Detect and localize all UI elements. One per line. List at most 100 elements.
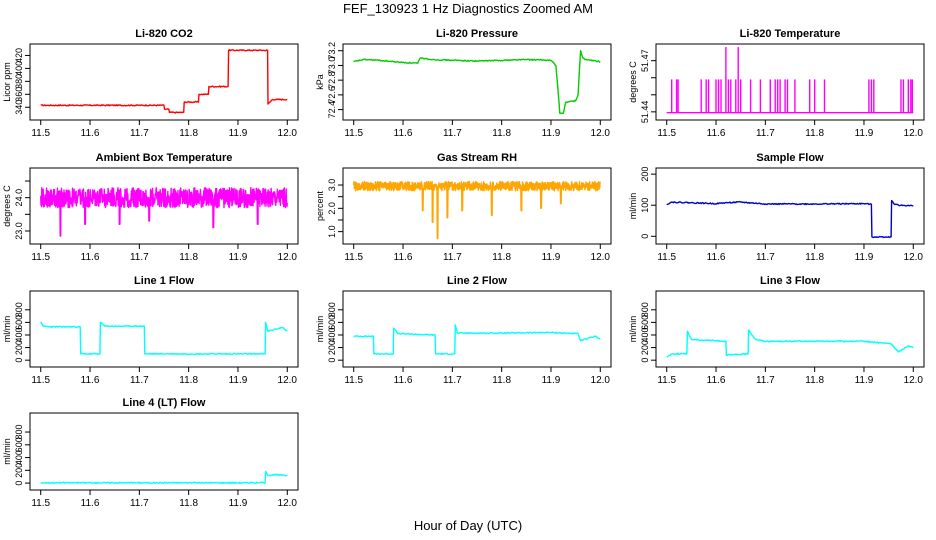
- y-tick-label: 600: [14, 315, 24, 330]
- x-tick-label: 11.8: [179, 375, 198, 386]
- y-tick-label: 420: [14, 48, 24, 63]
- x-tick-label: 11.8: [805, 252, 824, 263]
- panel-frame: [29, 290, 299, 368]
- x-axis-title: Hour of Day (UTC): [413, 518, 523, 533]
- x-tick-label: 11.6: [707, 252, 726, 263]
- x-tick-label: 11.5: [344, 375, 363, 386]
- series-line: [666, 329, 914, 358]
- x-tick-label: 11.9: [855, 252, 874, 263]
- series-line: [40, 49, 288, 114]
- x-tick-label: 11.5: [344, 252, 363, 263]
- x-tick-label: 12.0: [278, 128, 298, 139]
- series-line: [40, 470, 288, 484]
- y-tick-label: 0: [640, 234, 650, 239]
- y-tick-label: 200: [640, 340, 650, 355]
- y-tick-label: 72.8: [327, 71, 337, 89]
- panel-frame: [29, 167, 299, 245]
- y-tick-label: 1.0: [327, 225, 337, 238]
- x-tick-label: 11.9: [542, 128, 561, 139]
- x-tick-label: 11.8: [179, 128, 198, 139]
- panel-2: Li-820 Temperature degrees C 11.5 11.6 11.7 1…: [628, 28, 925, 139]
- panel-3: Ambient Box Temperature degrees C 11.5 11.6…: [2, 152, 299, 263]
- panel-frame: [29, 412, 299, 491]
- x-tick-label: 11.7: [130, 252, 149, 263]
- panel-title: Ambient Box Temperature: [96, 152, 233, 164]
- x-tick-label: 11.7: [130, 375, 149, 386]
- y-axis-label: degrees C: [2, 185, 12, 227]
- panel-title: Gas Stream RH: [437, 152, 517, 164]
- y-tick-label: 24.0: [14, 189, 24, 207]
- x-tick-label: 11.5: [31, 128, 50, 139]
- x-tick-label: 11.5: [344, 128, 363, 139]
- panel-4: Gas Stream RH percent 11.5 11.6 11.7 11.8 11.9…: [315, 152, 612, 263]
- x-tick-label: 11.7: [756, 252, 775, 263]
- panel-title: Line 3 Flow: [760, 275, 820, 287]
- y-axis-label: ml/min: [628, 316, 638, 343]
- y-axis-label: ml/min: [315, 316, 325, 343]
- x-tick-label: 11.9: [542, 252, 561, 263]
- y-tick-label: 3.0: [327, 179, 337, 192]
- figure-title: FEF_130923 1 Hz Diagnostics Zoomed AM: [342, 1, 593, 16]
- y-tick-label: 800: [327, 302, 337, 317]
- x-tick-label: 11.5: [657, 252, 676, 263]
- y-axis-label: ml/min: [2, 316, 12, 343]
- panel-frame: [655, 167, 925, 245]
- x-tick-label: 11.6: [81, 128, 100, 139]
- x-tick-label: 11.5: [657, 375, 676, 386]
- y-tick-label: 23.0: [14, 222, 24, 240]
- panel-frame: [342, 43, 612, 121]
- y-tick-label: 72.6: [327, 86, 337, 104]
- x-tick-label: 11.6: [394, 375, 413, 386]
- panel-6: Line 1 Flow ml/min 11.5 11.6 11.7 11.8 11.9 12.…: [2, 275, 299, 386]
- y-tick-label: 200: [640, 167, 650, 182]
- panel-title: Li-820 Pressure: [436, 28, 518, 40]
- y-tick-label: 600: [327, 315, 337, 330]
- y-tick-label: 0: [327, 358, 337, 363]
- y-tick-label: 400: [14, 450, 24, 465]
- y-tick-label: 0: [14, 481, 24, 486]
- x-tick-label: 11.9: [855, 128, 874, 139]
- y-tick-label: 400: [14, 61, 24, 76]
- y-tick-label: 340: [14, 100, 24, 115]
- x-tick-label: 12.0: [904, 252, 924, 263]
- x-tick-label: 11.6: [394, 128, 413, 139]
- series-line: [666, 47, 914, 114]
- x-tick-label: 11.9: [229, 128, 248, 139]
- x-tick-label: 11.5: [31, 252, 50, 263]
- x-tick-label: 11.5: [31, 498, 50, 509]
- y-tick-label: 0: [640, 358, 650, 363]
- y-tick-label: 200: [14, 463, 24, 478]
- x-tick-label: 12.0: [591, 128, 611, 139]
- y-tick-label: 72.4: [327, 101, 337, 119]
- x-tick-label: 11.7: [130, 498, 149, 509]
- y-axis-label: kPa: [315, 74, 325, 90]
- panel-7: Line 2 Flow ml/min 11.5 11.6 11.7 11.8 11.9 12.…: [315, 275, 612, 386]
- y-tick-label: 0: [14, 358, 24, 363]
- panel-0: Li-820 CO2 Licor ppm 11.5 11.6 11.7 11.8 11.9 1…: [2, 28, 299, 139]
- y-tick-label: 800: [14, 425, 24, 440]
- x-tick-label: 12.0: [278, 252, 298, 263]
- panel-8: Line 3 Flow ml/min 11.5 11.6 11.7 11.8 11.9 12.…: [628, 275, 925, 386]
- x-tick-label: 11.7: [443, 128, 462, 139]
- y-tick-label: 73.0: [327, 57, 337, 75]
- panel-title: Li-820 CO2: [135, 28, 192, 40]
- y-tick-label: 800: [640, 302, 650, 317]
- x-tick-label: 11.9: [229, 498, 248, 509]
- panel-9: Line 4 (LT) Flow ml/min 11.5 11.6 11.7 11.8 11…: [2, 397, 299, 509]
- x-tick-label: 11.7: [756, 128, 775, 139]
- x-tick-label: 11.6: [81, 252, 100, 263]
- y-axis-label: percent: [315, 190, 325, 221]
- y-tick-label: 400: [640, 327, 650, 342]
- panel-title: Line 2 Flow: [447, 275, 507, 287]
- x-tick-label: 11.8: [179, 252, 198, 263]
- x-tick-label: 11.9: [229, 375, 248, 386]
- y-tick-label: 800: [14, 302, 24, 317]
- x-tick-label: 12.0: [278, 375, 298, 386]
- x-tick-label: 11.8: [492, 375, 511, 386]
- panel-5: Sample Flow ml/min 11.5 11.6 11.7 11.8 11.9 12.…: [628, 152, 925, 263]
- x-tick-label: 11.8: [805, 128, 824, 139]
- y-axis-label: Licor ppm: [2, 62, 12, 102]
- x-tick-label: 11.7: [130, 128, 149, 139]
- x-tick-label: 11.5: [657, 128, 676, 139]
- x-tick-label: 11.6: [707, 128, 726, 139]
